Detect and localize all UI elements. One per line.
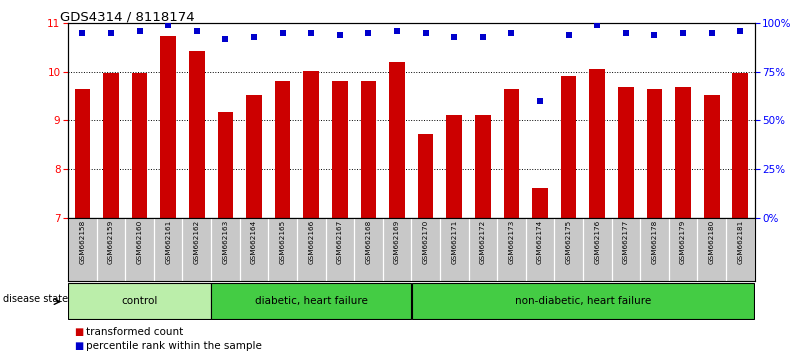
Point bbox=[191, 28, 203, 34]
Text: GSM662162: GSM662162 bbox=[194, 219, 199, 264]
Bar bbox=[504, 89, 519, 218]
Text: GSM662171: GSM662171 bbox=[451, 219, 457, 264]
Bar bbox=[561, 76, 577, 218]
Bar bbox=[532, 188, 548, 218]
Bar bbox=[246, 95, 262, 218]
Text: diabetic, heart failure: diabetic, heart failure bbox=[255, 296, 368, 306]
Text: ■: ■ bbox=[74, 327, 84, 337]
Text: GSM662173: GSM662173 bbox=[509, 219, 514, 264]
Text: transformed count: transformed count bbox=[86, 327, 183, 337]
Bar bbox=[332, 81, 348, 218]
Bar bbox=[418, 134, 433, 218]
Bar bbox=[389, 62, 405, 218]
Text: GSM662167: GSM662167 bbox=[336, 219, 343, 264]
Point bbox=[477, 34, 489, 40]
Point bbox=[734, 28, 747, 34]
Text: GSM662158: GSM662158 bbox=[79, 219, 86, 264]
Text: GSM662176: GSM662176 bbox=[594, 219, 600, 264]
Text: GSM662174: GSM662174 bbox=[537, 219, 543, 264]
Point bbox=[619, 30, 632, 36]
Text: ■: ■ bbox=[74, 341, 84, 351]
Text: GSM662179: GSM662179 bbox=[680, 219, 686, 264]
Point bbox=[562, 32, 575, 38]
Text: GSM662160: GSM662160 bbox=[137, 219, 143, 264]
Text: GSM662163: GSM662163 bbox=[223, 219, 228, 264]
Point bbox=[391, 28, 404, 34]
Bar bbox=[732, 73, 748, 218]
Text: non-diabetic, heart failure: non-diabetic, heart failure bbox=[515, 296, 651, 306]
Bar bbox=[218, 112, 233, 218]
Point bbox=[419, 30, 432, 36]
Point bbox=[162, 22, 175, 28]
Bar bbox=[446, 115, 462, 218]
Bar bbox=[131, 73, 147, 218]
Point bbox=[276, 30, 289, 36]
Text: GSM662164: GSM662164 bbox=[251, 219, 257, 264]
Point bbox=[705, 30, 718, 36]
Point bbox=[448, 34, 461, 40]
Point bbox=[591, 22, 604, 28]
Bar bbox=[68, 283, 211, 319]
Bar bbox=[74, 89, 91, 218]
Text: GSM662161: GSM662161 bbox=[165, 219, 171, 264]
Bar bbox=[618, 87, 634, 218]
Point bbox=[677, 30, 690, 36]
Point bbox=[76, 30, 89, 36]
Bar bbox=[704, 95, 719, 218]
Bar bbox=[103, 73, 119, 218]
Point bbox=[305, 30, 318, 36]
Bar bbox=[412, 283, 755, 319]
Point bbox=[533, 98, 546, 104]
Point bbox=[133, 28, 146, 34]
Text: GSM662168: GSM662168 bbox=[365, 219, 372, 264]
Text: GSM662169: GSM662169 bbox=[394, 219, 400, 264]
Bar bbox=[304, 71, 319, 218]
Text: disease state: disease state bbox=[3, 294, 68, 304]
Bar bbox=[360, 81, 376, 218]
Text: GSM662166: GSM662166 bbox=[308, 219, 314, 264]
Bar bbox=[211, 283, 411, 319]
Text: GSM662180: GSM662180 bbox=[709, 219, 714, 264]
Bar bbox=[675, 87, 691, 218]
Point bbox=[333, 32, 346, 38]
Bar bbox=[160, 36, 176, 218]
Text: GSM662177: GSM662177 bbox=[623, 219, 629, 264]
Bar bbox=[590, 69, 605, 218]
Text: GDS4314 / 8118174: GDS4314 / 8118174 bbox=[60, 11, 195, 24]
Point bbox=[219, 36, 231, 41]
Text: GSM662170: GSM662170 bbox=[423, 219, 429, 264]
Bar bbox=[475, 115, 491, 218]
Point bbox=[648, 32, 661, 38]
Point bbox=[505, 30, 517, 36]
Bar bbox=[646, 89, 662, 218]
Point bbox=[248, 34, 260, 40]
Point bbox=[362, 30, 375, 36]
Text: GSM662178: GSM662178 bbox=[651, 219, 658, 264]
Point bbox=[105, 30, 118, 36]
Text: GSM662181: GSM662181 bbox=[737, 219, 743, 264]
Bar bbox=[275, 81, 291, 218]
Bar bbox=[189, 51, 205, 218]
Text: GSM662165: GSM662165 bbox=[280, 219, 286, 264]
Text: control: control bbox=[122, 296, 158, 306]
Text: GSM662175: GSM662175 bbox=[566, 219, 572, 264]
Text: GSM662172: GSM662172 bbox=[480, 219, 486, 264]
Text: GSM662159: GSM662159 bbox=[108, 219, 114, 264]
Text: percentile rank within the sample: percentile rank within the sample bbox=[86, 341, 262, 351]
